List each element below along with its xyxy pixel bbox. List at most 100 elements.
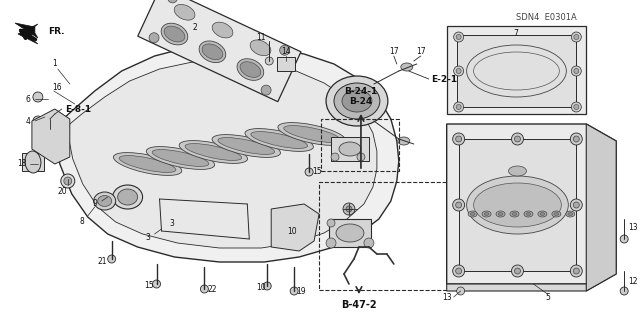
- Circle shape: [152, 280, 161, 288]
- Ellipse shape: [218, 137, 275, 154]
- Circle shape: [620, 287, 628, 295]
- Circle shape: [280, 45, 290, 55]
- Text: 7: 7: [513, 29, 518, 39]
- Circle shape: [456, 69, 461, 73]
- Ellipse shape: [174, 4, 195, 20]
- Polygon shape: [32, 109, 70, 164]
- Ellipse shape: [568, 212, 573, 216]
- Circle shape: [511, 133, 524, 145]
- Circle shape: [261, 85, 271, 95]
- Ellipse shape: [509, 166, 527, 176]
- Ellipse shape: [98, 196, 111, 206]
- Text: 17: 17: [416, 47, 426, 56]
- Ellipse shape: [538, 211, 547, 217]
- Ellipse shape: [470, 212, 475, 216]
- Circle shape: [343, 203, 355, 215]
- Ellipse shape: [93, 192, 116, 210]
- Text: E-8-1: E-8-1: [65, 105, 91, 114]
- Ellipse shape: [540, 212, 545, 216]
- Circle shape: [456, 268, 461, 274]
- Text: 3: 3: [145, 233, 150, 241]
- Circle shape: [454, 66, 463, 76]
- Ellipse shape: [484, 212, 489, 216]
- Circle shape: [570, 199, 582, 211]
- Polygon shape: [55, 44, 399, 262]
- Circle shape: [456, 105, 461, 109]
- Ellipse shape: [118, 189, 138, 205]
- Ellipse shape: [185, 144, 242, 160]
- Circle shape: [305, 168, 313, 176]
- Circle shape: [457, 287, 465, 295]
- Circle shape: [456, 202, 461, 208]
- Text: 11: 11: [257, 33, 266, 41]
- Polygon shape: [15, 23, 38, 38]
- Ellipse shape: [524, 211, 533, 217]
- Ellipse shape: [474, 183, 561, 227]
- Ellipse shape: [113, 152, 182, 175]
- Bar: [457, 35, 576, 107]
- Circle shape: [265, 57, 273, 65]
- Circle shape: [452, 265, 465, 277]
- Text: 19: 19: [296, 287, 306, 296]
- Ellipse shape: [179, 141, 248, 163]
- Circle shape: [570, 133, 582, 145]
- Circle shape: [326, 238, 336, 248]
- Text: 1: 1: [52, 60, 57, 69]
- Circle shape: [331, 153, 339, 161]
- Circle shape: [149, 33, 159, 43]
- Text: 5: 5: [545, 293, 550, 301]
- Circle shape: [346, 206, 352, 212]
- Text: 20: 20: [57, 187, 67, 196]
- Polygon shape: [447, 267, 616, 291]
- Circle shape: [572, 102, 581, 112]
- Circle shape: [515, 136, 520, 142]
- Circle shape: [456, 136, 461, 142]
- Circle shape: [574, 69, 579, 73]
- Circle shape: [357, 153, 365, 161]
- Circle shape: [64, 177, 72, 185]
- Ellipse shape: [212, 22, 233, 38]
- Polygon shape: [447, 124, 616, 284]
- Ellipse shape: [164, 26, 185, 42]
- Circle shape: [573, 268, 579, 274]
- Text: 10: 10: [257, 283, 266, 292]
- Circle shape: [452, 133, 465, 145]
- Circle shape: [573, 202, 579, 208]
- Text: FR.: FR.: [48, 26, 65, 35]
- Circle shape: [511, 265, 524, 277]
- Ellipse shape: [498, 212, 503, 216]
- Circle shape: [168, 0, 177, 3]
- Ellipse shape: [152, 150, 209, 167]
- Bar: [277, 57, 295, 71]
- Text: 2: 2: [192, 23, 197, 32]
- Bar: [447, 26, 586, 114]
- Ellipse shape: [467, 176, 568, 234]
- Ellipse shape: [25, 151, 41, 173]
- Text: B-47-2: B-47-2: [341, 300, 377, 310]
- Text: 3: 3: [169, 219, 174, 228]
- Polygon shape: [18, 24, 38, 44]
- Circle shape: [61, 174, 75, 188]
- Text: 8: 8: [79, 217, 84, 226]
- Circle shape: [574, 34, 579, 40]
- Circle shape: [572, 32, 581, 42]
- Polygon shape: [68, 60, 377, 248]
- Ellipse shape: [482, 211, 491, 217]
- Ellipse shape: [250, 40, 271, 56]
- Circle shape: [572, 66, 581, 76]
- Ellipse shape: [468, 211, 477, 217]
- Polygon shape: [138, 0, 301, 102]
- Circle shape: [364, 238, 374, 248]
- Bar: [331, 137, 369, 161]
- Text: SDN4  E0301A: SDN4 E0301A: [516, 12, 577, 21]
- Text: 13: 13: [442, 293, 451, 301]
- Ellipse shape: [554, 212, 559, 216]
- Ellipse shape: [199, 41, 226, 63]
- Text: 22: 22: [207, 285, 217, 293]
- Ellipse shape: [245, 129, 314, 152]
- Ellipse shape: [251, 131, 307, 148]
- Text: 12: 12: [628, 277, 637, 286]
- Ellipse shape: [237, 59, 264, 80]
- Ellipse shape: [342, 90, 372, 112]
- Circle shape: [290, 287, 298, 295]
